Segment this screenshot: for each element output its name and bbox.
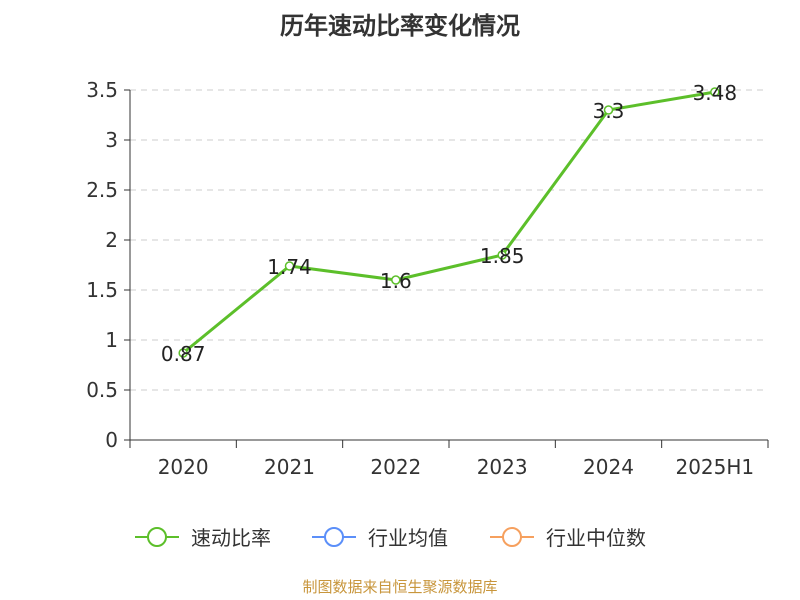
legend-item[interactable]: 行业中位数 [490,526,646,550]
data-label: 1.6 [380,269,412,293]
data-point [497,250,507,260]
series-layer [178,87,720,358]
data-point [391,275,401,285]
legend-marker-icon [502,527,522,547]
y-tick-label: 3.5 [86,78,118,102]
data-labels: 0.87 1.74 1.6 1.85 3.3 3.48 [161,81,737,366]
x-tick-label: 2021 [264,455,315,479]
legend-item[interactable]: 行业均值 [312,526,448,550]
chart-title: 历年速动比率变化情况 [280,12,520,40]
legend-label: 行业中位数 [546,526,646,550]
x-tick-label: 2024 [583,455,634,479]
data-label: 1.74 [267,255,312,279]
legend: 速动比率 行业均值 行业中位数 [135,526,646,550]
grid-lines [130,89,768,391]
legend-label: 速动比率 [191,526,271,550]
data-label: 0.87 [161,342,206,366]
x-tick-label: 2023 [477,455,528,479]
y-tick-label: 0.5 [86,378,118,402]
legend-marker-icon [147,527,167,547]
legend-marker-icon [324,527,344,547]
y-tick-label: 3 [105,128,118,152]
y-tick-label: 1.5 [86,278,118,302]
data-point [603,105,614,115]
legend-item[interactable]: 速动比率 [135,526,271,550]
data-label: 3.48 [693,81,738,105]
x-tick-label: 2025H1 [675,455,754,479]
data-label: 1.85 [480,244,525,268]
y-tick-label: 2.5 [86,178,118,202]
axes [129,90,768,441]
y-tick-label: 0 [105,428,118,452]
source-note: 制图数据来自恒生聚源数据库 [302,578,498,596]
series-line [182,90,716,355]
data-label: 3.3 [593,99,625,123]
y-tick-label: 2 [105,228,118,252]
data-point [284,261,295,271]
y-axis-ticks: 0 0.5 1 1.5 2 2.5 3 3.5 [86,78,130,452]
data-point [710,87,720,97]
data-point [178,348,188,358]
x-axis-ticks: 2020 2021 2022 2023 2024 2025H1 [129,440,769,479]
x-tick-label: 2022 [370,455,421,479]
x-tick-label: 2020 [158,455,209,479]
legend-label: 行业均值 [368,526,448,550]
y-tick-label: 1 [105,328,118,352]
